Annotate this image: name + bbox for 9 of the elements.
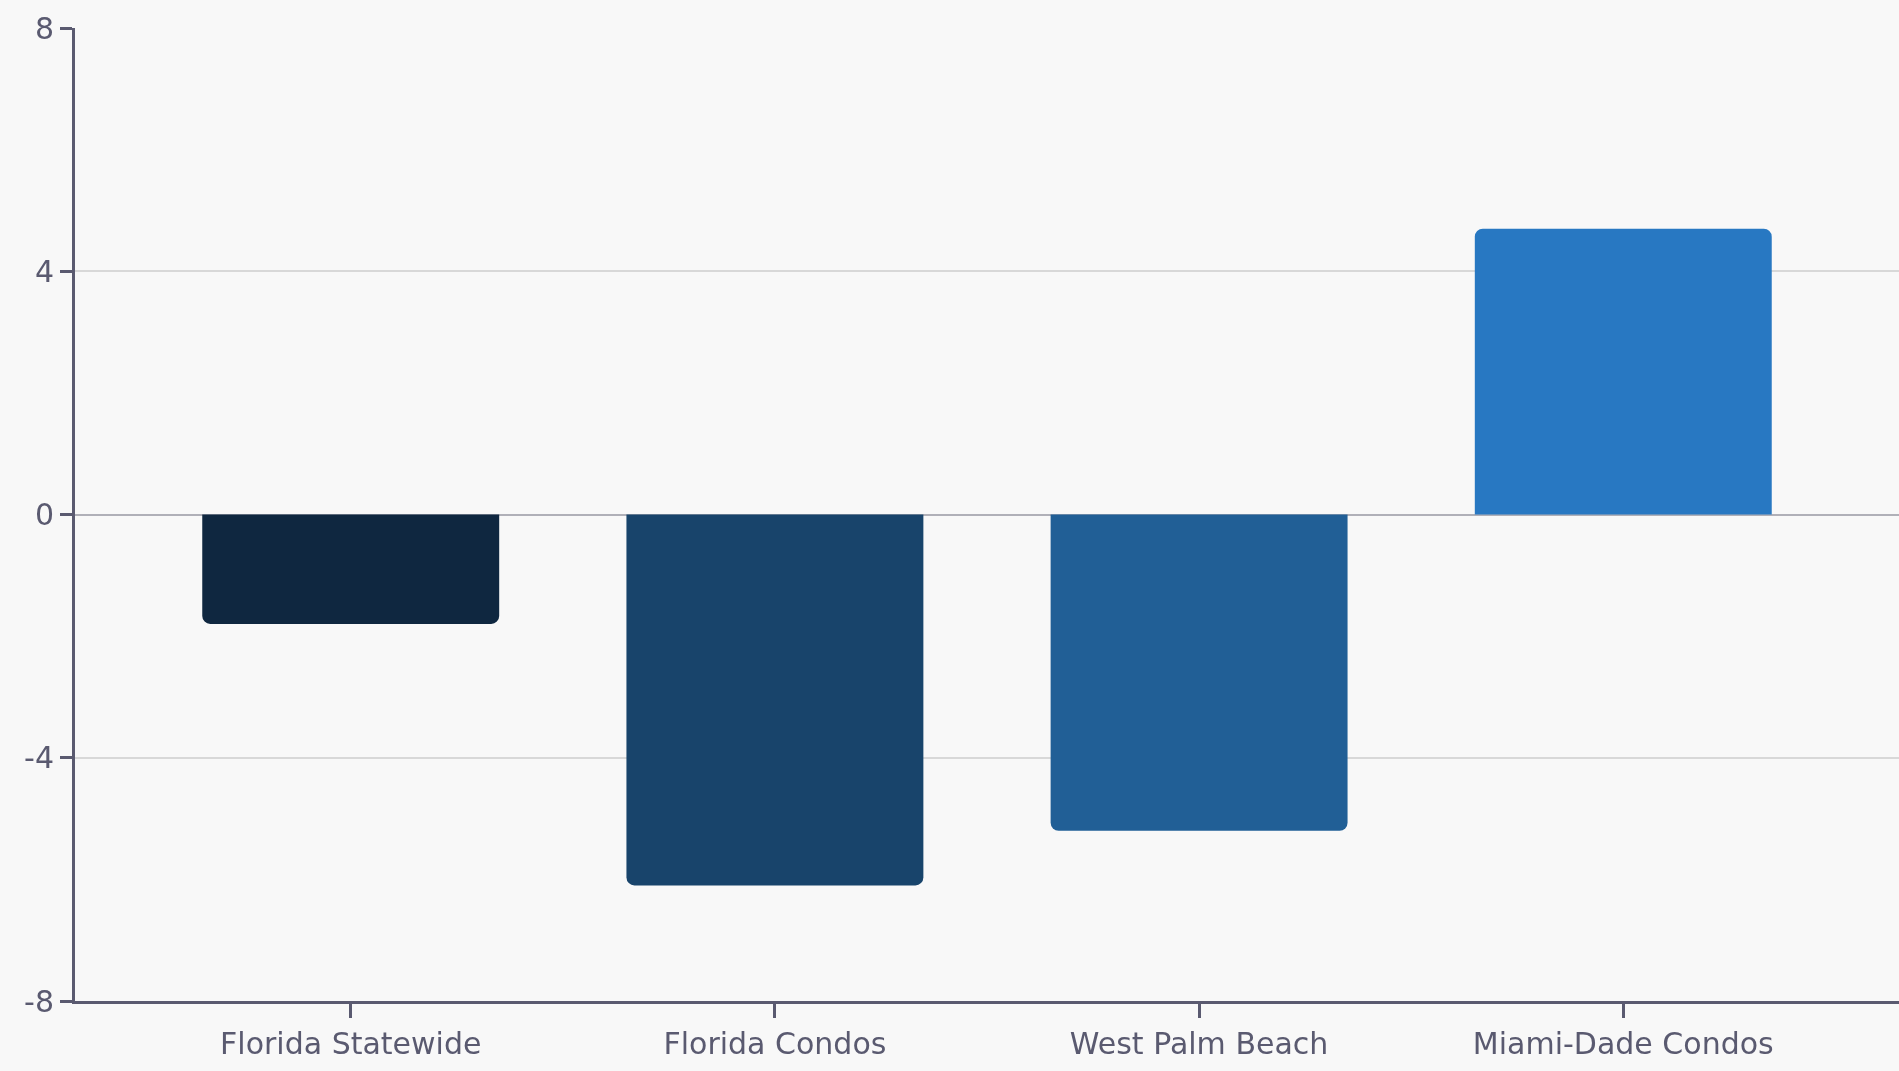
y-tick-label: 4: [34, 253, 54, 289]
x-tick-label: Florida Statewide: [220, 1026, 482, 1061]
y-tick-label: -8: [24, 983, 54, 1019]
y-tick-label: 0: [34, 497, 54, 532]
y-tick-label: 8: [34, 10, 54, 46]
y-tick-label: -4: [24, 740, 54, 776]
x-tick-label: West Palm Beach: [1069, 1026, 1329, 1061]
x-tick-label: Miami-Dade Condos: [1472, 1026, 1774, 1061]
x-tick-label: Florida Condos: [663, 1026, 887, 1061]
